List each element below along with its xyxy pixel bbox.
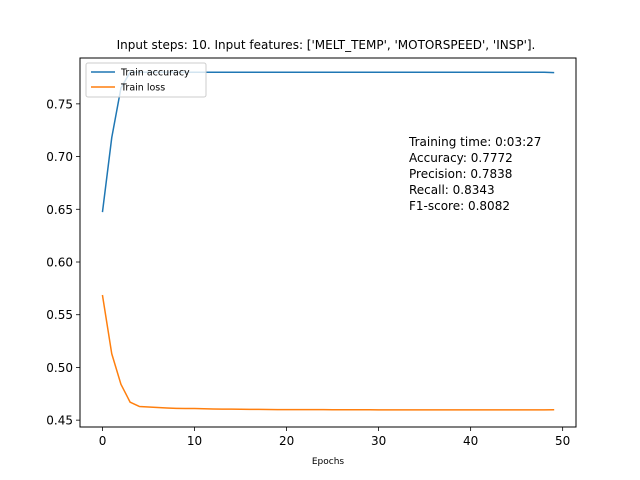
chart-title: Input steps: 10. Input features: ['MELT_… [117,38,536,52]
legend: Train accuracy Train loss [85,62,207,98]
annotation-f1-score: F1-score: 0.8082 [409,199,510,213]
x-tick-label: 20 [279,434,294,448]
y-tick-label: 0.45 [46,414,73,428]
x-tick-label: 30 [371,434,386,448]
y-tick-label: 0.70 [46,150,73,164]
x-tick-label: 0 [99,434,107,448]
x-axis-ticks: 0 10 20 30 40 50 [99,427,570,448]
annotation-precision: Precision: 0.7838 [409,167,512,181]
metrics-annotation: Training time: 0:03:27 Accuracy: 0.7772 … [408,135,541,213]
annotation-accuracy: Accuracy: 0.7772 [409,151,513,165]
y-tick-label: 0.55 [46,308,73,322]
legend-label-train-accuracy: Train accuracy [120,68,190,79]
annotation-recall: Recall: 0.8343 [409,183,495,197]
x-tick-label: 10 [187,434,202,448]
y-tick-label: 0.65 [46,203,73,217]
annotation-training-time: Training time: 0:03:27 [408,135,541,149]
x-tick-label: 50 [555,434,570,448]
legend-label-train-loss: Train loss [120,83,165,94]
series-line-train-loss [101,294,555,411]
x-axis-label: Epochs [312,457,345,467]
plot-area-frame [79,57,577,428]
y-tick-label: 0.75 [46,97,73,111]
x-tick-label: 40 [463,434,478,448]
y-axis-ticks: 0.45 0.50 0.55 0.60 0.65 0.70 0.75 [46,97,80,428]
y-tick-label: 0.50 [46,361,73,375]
legend-box [85,62,207,98]
y-tick-label: 0.60 [46,256,73,270]
